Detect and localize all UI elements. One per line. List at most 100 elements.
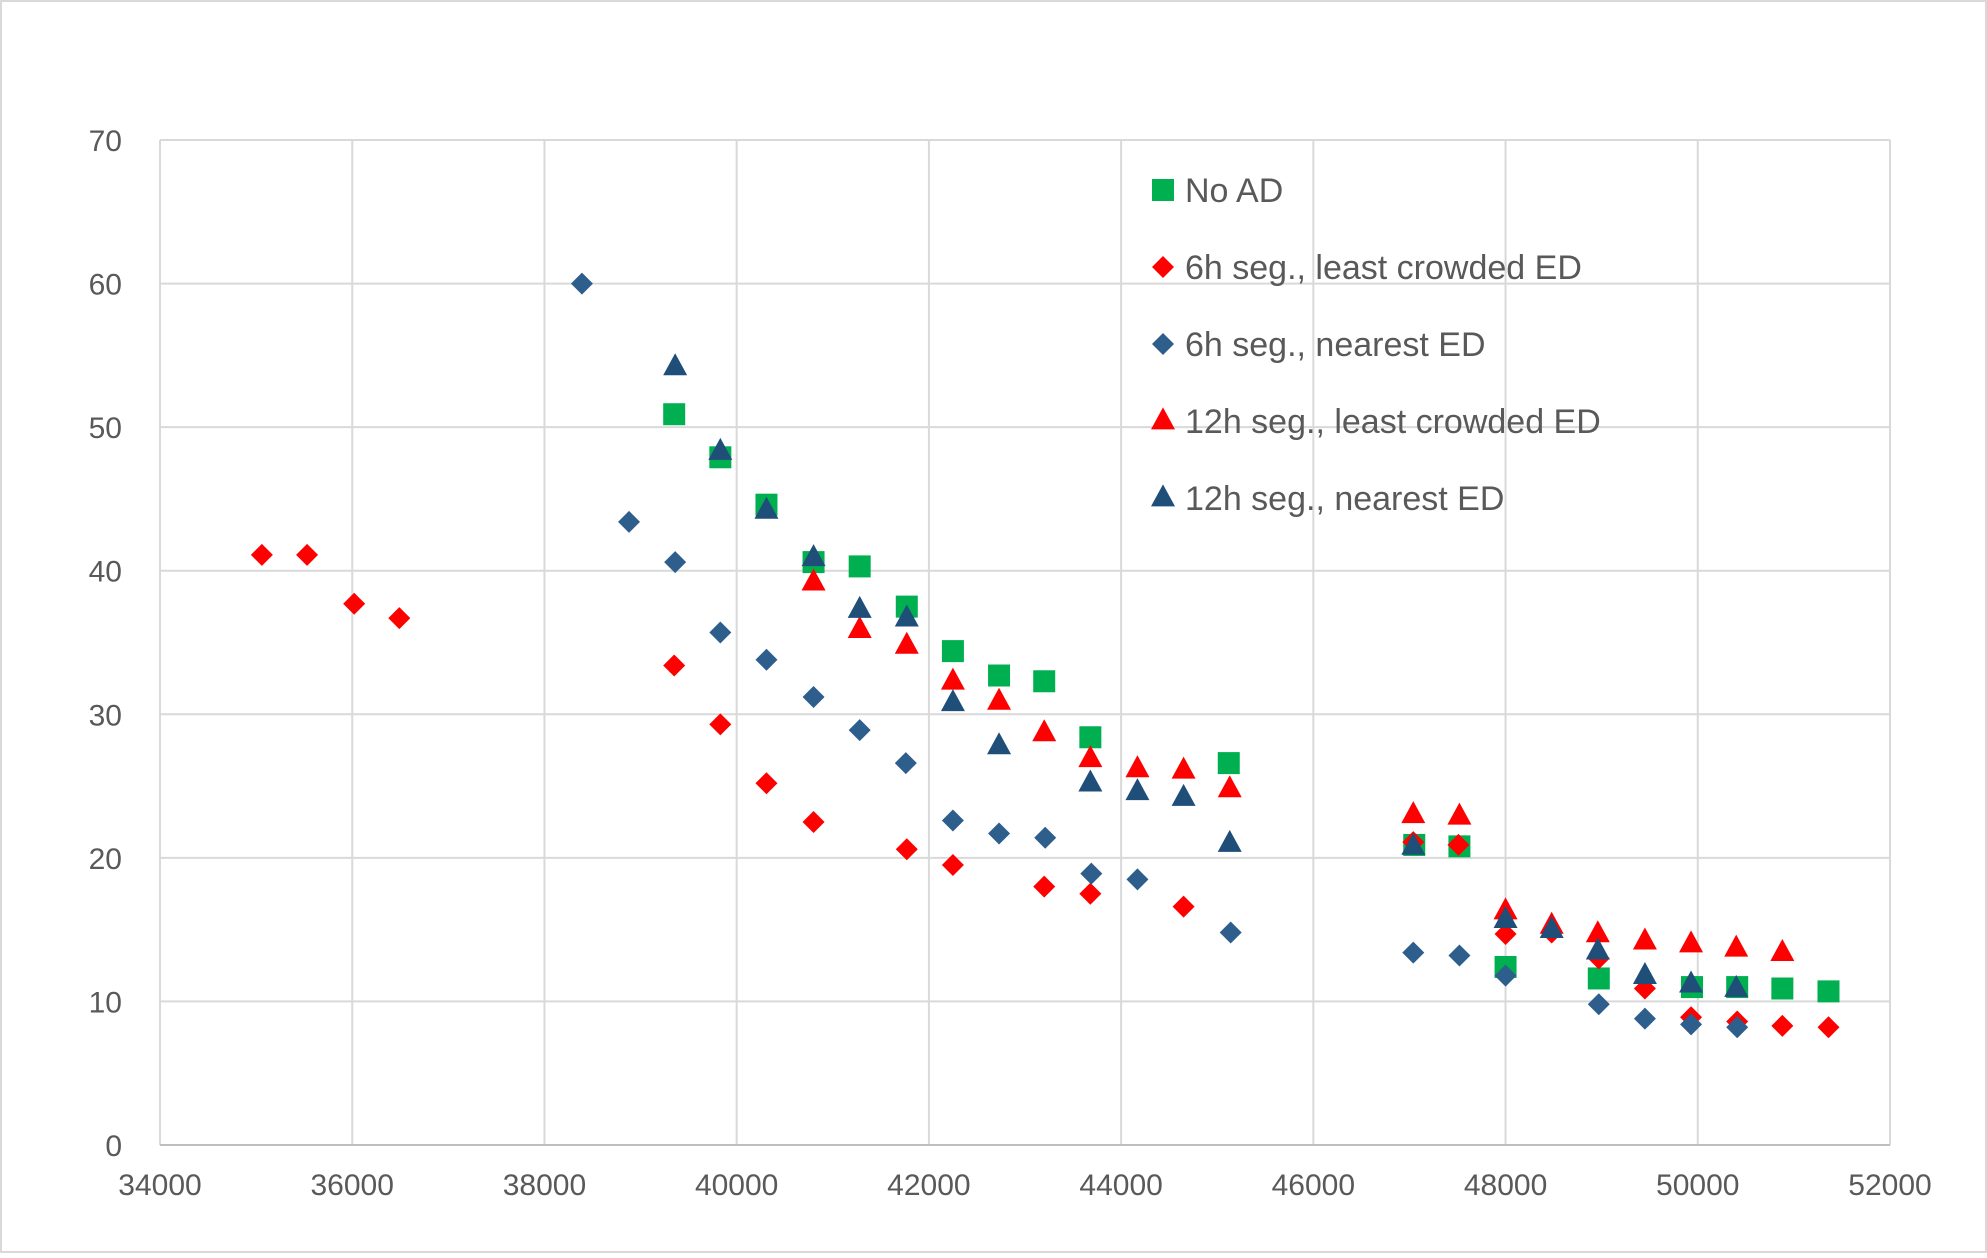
data-point	[987, 687, 1012, 710]
y-tick-label: 40	[89, 556, 122, 589]
data-point	[709, 621, 732, 644]
data-point	[1771, 1014, 1794, 1037]
x-tick-label: 34000	[118, 1169, 201, 1202]
x-tick-label: 40000	[695, 1169, 778, 1202]
data-point	[941, 809, 964, 832]
data-point	[663, 654, 686, 677]
data-point	[1679, 970, 1704, 993]
legend: No AD 6h seg., least crowded ED 6h seg., n…	[1151, 172, 1601, 518]
y-axis-tick-labels: 0 10 20 30 40 50 60 70	[89, 125, 122, 1163]
data-point	[755, 772, 778, 795]
y-tick-label: 70	[89, 125, 122, 158]
data-point	[1493, 905, 1518, 928]
data-point	[941, 640, 964, 663]
data-point	[1125, 755, 1150, 778]
data-point	[847, 595, 872, 618]
data-point	[1219, 921, 1242, 944]
data-point	[988, 664, 1011, 687]
data-point	[1079, 882, 1102, 905]
data-point	[1633, 1007, 1656, 1030]
data-point	[1401, 801, 1426, 824]
data-point	[802, 686, 825, 709]
data-point	[1448, 944, 1471, 967]
data-point	[1587, 993, 1610, 1016]
data-point	[1032, 719, 1057, 742]
y-tick-label: 50	[89, 412, 122, 445]
data-point	[1632, 961, 1657, 984]
y-tick-label: 10	[89, 986, 122, 1019]
y-tick-label: 30	[89, 699, 122, 732]
data-point	[1034, 826, 1057, 849]
data-point	[1494, 964, 1517, 987]
data-point	[1817, 980, 1840, 1003]
data-point	[801, 544, 826, 567]
data-point	[296, 543, 319, 566]
legend-entry: 6h seg., least crowded ED	[1152, 249, 1582, 287]
data-point	[709, 713, 732, 736]
data-point	[1217, 752, 1240, 775]
legend-label: 6h seg., nearest ED	[1185, 326, 1486, 364]
x-tick-label: 42000	[887, 1169, 970, 1202]
data-point	[1771, 977, 1794, 1000]
data-point	[755, 648, 778, 671]
data-point	[894, 752, 917, 775]
x-tick-label: 50000	[1656, 1169, 1739, 1202]
legend-entry: No AD	[1152, 172, 1283, 210]
data-point	[1171, 756, 1196, 779]
legend-label: 12h seg., least crowded ED	[1185, 403, 1601, 441]
data-point	[664, 551, 687, 574]
series-4	[663, 353, 1749, 997]
legend-marker-icon	[1152, 179, 1174, 201]
data-point	[1078, 745, 1103, 768]
data-point	[570, 272, 593, 295]
data-point	[1402, 941, 1425, 964]
data-point	[1494, 922, 1517, 945]
data-point	[250, 543, 273, 566]
series-0	[663, 403, 1840, 1003]
data-point	[1401, 832, 1426, 855]
legend-marker-icon	[1152, 256, 1174, 278]
data-series	[250, 272, 1840, 1039]
data-point	[663, 403, 686, 426]
data-point	[1171, 783, 1196, 806]
data-point	[801, 568, 826, 591]
data-point	[1080, 862, 1103, 885]
data-point	[848, 719, 871, 742]
data-point	[1217, 775, 1242, 798]
data-point	[894, 631, 919, 654]
data-point	[708, 437, 733, 460]
data-point	[1585, 937, 1610, 960]
data-point	[1033, 875, 1056, 898]
x-tick-label: 52000	[1848, 1169, 1931, 1202]
data-point	[1724, 974, 1749, 997]
legend-marker-icon	[1151, 407, 1175, 430]
data-point	[848, 555, 871, 578]
data-point	[754, 496, 779, 519]
data-point	[1172, 895, 1195, 918]
data-point	[987, 732, 1012, 755]
legend-entry: 6h seg., nearest ED	[1152, 326, 1486, 364]
data-point	[1585, 920, 1610, 943]
data-point	[1724, 934, 1749, 957]
x-tick-label: 46000	[1272, 1169, 1355, 1202]
data-point	[1217, 829, 1242, 852]
data-point	[663, 353, 688, 376]
data-point	[940, 689, 965, 712]
y-tick-label: 20	[89, 843, 122, 876]
legend-label: 12h seg., nearest ED	[1185, 480, 1504, 518]
data-point	[1539, 916, 1564, 939]
legend-label: 6h seg., least crowded ED	[1185, 249, 1582, 287]
y-tick-label: 0	[105, 1130, 122, 1163]
data-point	[388, 607, 411, 630]
data-point	[1680, 1013, 1703, 1036]
data-point	[1447, 802, 1472, 825]
legend-marker-icon	[1152, 333, 1174, 355]
legend-marker-icon	[1151, 484, 1175, 507]
data-point	[941, 854, 964, 877]
data-point	[1632, 927, 1657, 950]
data-point	[1447, 833, 1470, 856]
data-point	[1033, 670, 1056, 693]
